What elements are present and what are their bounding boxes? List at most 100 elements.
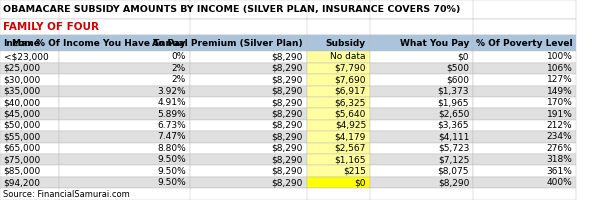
Bar [370, 154, 473, 165]
Text: 5.89%: 5.89% [157, 110, 186, 119]
Bar [473, 86, 576, 97]
Bar [473, 165, 576, 177]
Bar [190, 154, 307, 165]
Bar [473, 120, 576, 131]
Text: $8,290: $8,290 [272, 75, 303, 84]
Bar [0, 97, 59, 108]
Bar [190, 177, 307, 188]
Bar [190, 74, 307, 86]
Text: 106%: 106% [547, 64, 572, 73]
Text: 191%: 191% [547, 110, 572, 119]
Text: 8.80%: 8.80% [157, 144, 186, 153]
Text: $1,965: $1,965 [438, 98, 469, 107]
Text: $8,075: $8,075 [438, 167, 469, 176]
Text: $215: $215 [343, 167, 366, 176]
Bar [473, 63, 576, 74]
Text: $5,640: $5,640 [335, 110, 366, 119]
Bar [59, 35, 190, 51]
Text: What You Pay: What You Pay [400, 39, 469, 48]
Text: $25,000: $25,000 [4, 64, 41, 73]
Bar [190, 143, 307, 154]
Text: Max % Of Income You Have To Pay: Max % Of Income You Have To Pay [13, 39, 186, 48]
Text: $8,290: $8,290 [272, 155, 303, 164]
Bar [0, 35, 59, 51]
Bar [0, 120, 59, 131]
Bar [0, 165, 59, 177]
Bar [59, 131, 190, 143]
Text: $6,917: $6,917 [335, 87, 366, 96]
Bar [307, 108, 370, 120]
Bar [473, 108, 576, 120]
Bar [370, 143, 473, 154]
Text: 7.47%: 7.47% [157, 132, 186, 141]
Text: Annual Premium (Silver Plan): Annual Premium (Silver Plan) [152, 39, 303, 48]
Bar [473, 74, 576, 86]
Text: $7,690: $7,690 [335, 75, 366, 84]
Text: Source: FinancialSamurai.com: Source: FinancialSamurai.com [3, 190, 130, 199]
Text: $8,290: $8,290 [272, 132, 303, 141]
Text: $8,290: $8,290 [272, 110, 303, 119]
Bar [0, 19, 576, 35]
Text: $7,125: $7,125 [438, 155, 469, 164]
Bar [473, 51, 576, 63]
Text: $30,000: $30,000 [4, 75, 41, 84]
Text: 100%: 100% [547, 52, 572, 61]
Bar [307, 63, 370, 74]
Text: $6,325: $6,325 [335, 98, 366, 107]
Text: $4,925: $4,925 [335, 121, 366, 130]
Bar [370, 108, 473, 120]
Text: 276%: 276% [547, 144, 572, 153]
Text: 212%: 212% [547, 121, 572, 130]
Text: $50,000: $50,000 [4, 121, 41, 130]
Bar [190, 63, 307, 74]
Text: % Of Poverty Level: % Of Poverty Level [476, 39, 572, 48]
Bar [307, 74, 370, 86]
Bar [0, 74, 59, 86]
Text: No data: No data [331, 52, 366, 61]
Bar [307, 97, 370, 108]
Text: <$23,000: <$23,000 [4, 52, 49, 61]
Bar [59, 86, 190, 97]
Bar [59, 63, 190, 74]
Bar [190, 97, 307, 108]
Text: 9.50%: 9.50% [157, 167, 186, 176]
Bar [190, 120, 307, 131]
Text: $55,000: $55,000 [4, 132, 41, 141]
Text: $2,567: $2,567 [335, 144, 366, 153]
Text: $65,000: $65,000 [4, 144, 41, 153]
Text: 234%: 234% [547, 132, 572, 141]
Text: Income: Income [4, 39, 40, 48]
Text: $8,290: $8,290 [272, 98, 303, 107]
Bar [473, 35, 576, 51]
Bar [59, 143, 190, 154]
Text: 4.91%: 4.91% [157, 98, 186, 107]
Bar [307, 131, 370, 143]
Bar [59, 108, 190, 120]
Text: $8,290: $8,290 [272, 52, 303, 61]
Text: $75,000: $75,000 [4, 155, 41, 164]
Text: $1,373: $1,373 [438, 87, 469, 96]
Bar [473, 177, 576, 188]
Text: 6.73%: 6.73% [157, 121, 186, 130]
Text: $8,290: $8,290 [272, 64, 303, 73]
Text: OBAMACARE SUBSIDY AMOUNTS BY INCOME (SILVER PLAN, INSURANCE COVERS 70%): OBAMACARE SUBSIDY AMOUNTS BY INCOME (SIL… [3, 5, 460, 14]
Bar [0, 154, 59, 165]
Text: $45,000: $45,000 [4, 110, 41, 119]
Text: $35,000: $35,000 [4, 87, 41, 96]
Bar [190, 86, 307, 97]
Bar [59, 120, 190, 131]
Bar [0, 188, 576, 200]
Text: 361%: 361% [547, 167, 572, 176]
Bar [190, 131, 307, 143]
Bar [370, 120, 473, 131]
Bar [59, 177, 190, 188]
Bar [59, 74, 190, 86]
Text: $3,365: $3,365 [438, 121, 469, 130]
Text: $8,290: $8,290 [272, 144, 303, 153]
Bar [59, 154, 190, 165]
Bar [190, 51, 307, 63]
Bar [307, 154, 370, 165]
Text: 318%: 318% [547, 155, 572, 164]
Bar [307, 143, 370, 154]
Bar [190, 108, 307, 120]
